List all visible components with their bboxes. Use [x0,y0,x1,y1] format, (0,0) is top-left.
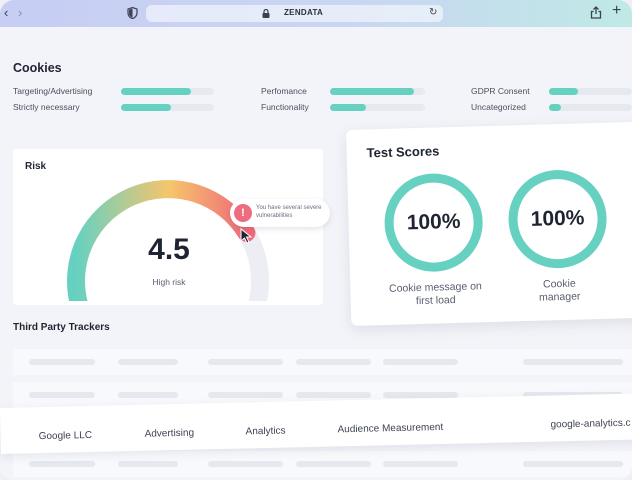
tracker-company: Google LLC [38,429,93,443]
cookie-bar-track [121,88,214,95]
cookie-category-label: Uncategorized [471,102,526,112]
tracker-category: Advertising [144,427,195,440]
tracker-domain: google-analytics.c [550,417,631,431]
cookie-bar-track [330,104,425,111]
placeholder-cell [523,461,623,467]
cookie-bar-fill [121,88,191,95]
test-scores-card: Test Scores 100% Cookie message on first… [346,121,632,326]
placeholder-cell [296,392,371,398]
cookie-category-row: Functionality [261,102,431,114]
cookie-bar-fill [549,104,562,111]
back-icon[interactable]: ‹ [4,5,9,20]
placeholder-cell [383,392,458,398]
test-scores-title: Test Scores [366,143,440,161]
forward-icon[interactable]: › [18,5,23,20]
placeholder-cell [296,461,371,467]
risk-card: Risk 4.5 High risk [13,149,323,305]
tracker-row-placeholder [13,451,632,477]
cookie-category-label: Functionality [261,102,309,112]
cookie-category-row: Uncategorized [471,102,632,114]
cookie-bar-track [121,104,214,111]
new-tab-icon[interactable]: + [612,2,622,19]
url-text: ZENDATA [284,8,324,17]
cookie-bar-fill [330,88,414,95]
score-value: 100% [530,206,585,231]
cookie-category-label: Strictly necessary [13,102,80,112]
shield-icon[interactable] [127,7,138,19]
risk-gauge [67,179,269,301]
placeholder-cell [118,461,178,467]
placeholder-cell [383,359,458,365]
cookie-bar-track [549,88,632,95]
placeholder-cell [29,392,95,398]
cookie-bar-track [330,88,425,95]
cookie-category-label: GDPR Consent [471,86,530,96]
cookie-category-row: Targeting/Advertising [13,86,218,98]
lock-icon [262,9,270,18]
tracker-row-placeholder [13,349,632,375]
browser-toolbar: ‹ › ZENDATA ↻ + [0,0,632,27]
tracker-purpose: Audience Measurement [337,421,444,436]
cookie-category-row: Strictly necessary [13,102,218,114]
vulnerability-message: You have several severe vulnerabilities [256,205,322,219]
placeholder-cell [296,359,371,365]
share-icon[interactable] [590,6,602,19]
score-label: Cookie message on first load [388,280,482,308]
tracker-type: Analytics [245,425,286,438]
placeholder-cell [118,359,178,365]
placeholder-cell [118,392,178,398]
trackers-title: Third Party Trackers [13,322,110,333]
vulnerability-tooltip: ! You have several severe vulnerabilitie… [230,199,330,227]
placeholder-cell [383,461,458,467]
score-ring: 100% [507,168,608,270]
placeholder-cell [523,359,623,365]
score-ring: 100% [383,172,484,273]
placeholder-cell [208,392,283,398]
address-bar[interactable]: ZENDATA ↻ [146,5,443,22]
alert-icon: ! [234,204,252,222]
cookie-category-row: GDPR Consent [471,86,632,98]
cookie-category-label: Perfomance [261,86,307,96]
placeholder-cell [29,359,95,365]
gauge-fill [67,180,256,301]
cookie-category-row: Perfomance [261,86,431,98]
score-label: Cookie manager [538,277,581,304]
score-value: 100% [406,209,461,235]
cookie-bar-fill [330,104,367,111]
cookie-bar-fill [121,104,172,111]
risk-score: 4.5 [148,233,190,266]
cookie-bar-fill [549,88,579,95]
placeholder-cell [29,461,95,467]
mouse-cursor-icon [240,228,253,244]
cookie-bar-track [549,104,632,111]
cookies-title: Cookies [13,61,62,75]
risk-title: Risk [25,161,47,172]
reload-icon[interactable]: ↻ [429,7,438,18]
risk-level: High risk [152,277,186,287]
placeholder-cell [208,359,283,365]
cookie-category-label: Targeting/Advertising [13,86,93,96]
placeholder-cell [208,461,283,467]
